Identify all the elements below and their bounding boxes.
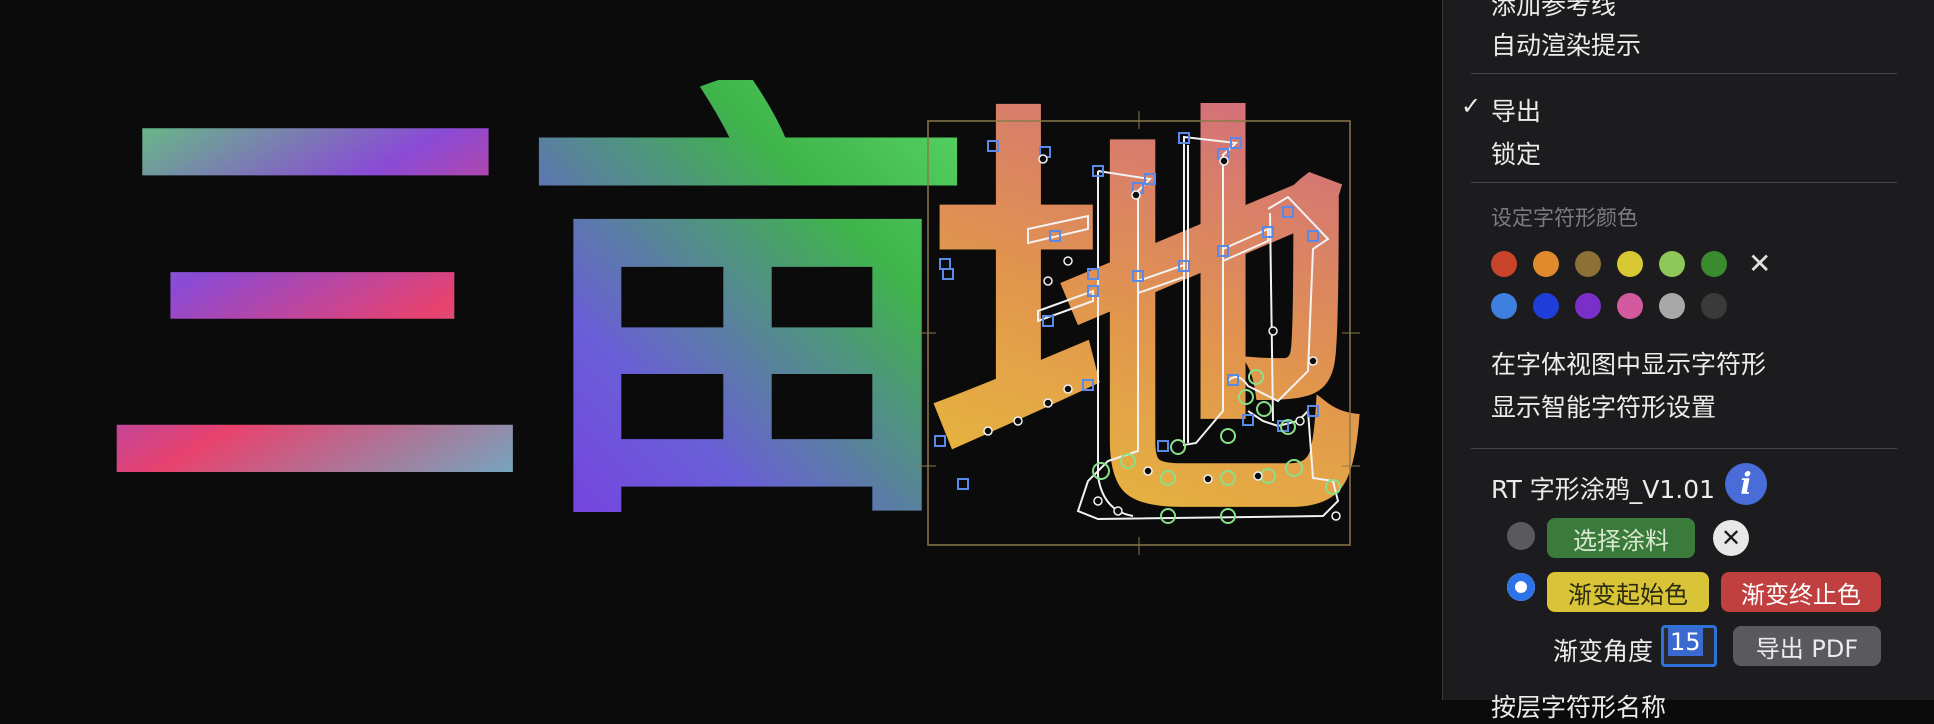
glyph-editor-box[interactable]: 地 bbox=[918, 103, 1368, 555]
gradient-end-button[interactable]: 渐变终止色 bbox=[1721, 572, 1881, 612]
context-menu: 添加参考线 自动渲染提示 ✓ 导出 锁定 设定字符形颜色 ✕ 在字体视图中显示字… bbox=[1442, 0, 1934, 722]
color-swatch[interactable] bbox=[1575, 251, 1601, 277]
clear-color-icon[interactable]: ✕ bbox=[1748, 247, 1772, 280]
plugin-title: RT 字形涂鸦_V1.01 bbox=[1491, 475, 1716, 504]
menu-separator bbox=[1471, 73, 1897, 74]
menu-separator bbox=[1471, 182, 1897, 183]
gradient-start-button[interactable]: 渐变起始色 bbox=[1547, 572, 1709, 612]
glyph-san[interactable]: 三 bbox=[95, 54, 535, 566]
color-swatch[interactable] bbox=[1701, 251, 1727, 277]
menu-item-add-guides[interactable]: 添加参考线 bbox=[1491, 0, 1617, 20]
clear-paint-icon[interactable]: ✕ bbox=[1713, 520, 1749, 556]
outline-overlay bbox=[918, 111, 1360, 555]
color-swatch[interactable] bbox=[1617, 251, 1643, 277]
menu-item-cut-off[interactable]: 按层字符形名称 bbox=[1491, 693, 1667, 722]
color-swatch[interactable] bbox=[1575, 293, 1601, 319]
menu-item-auto-render-hints[interactable]: 自动渲染提示 bbox=[1491, 31, 1642, 60]
section-header-glyph-color: 设定字符形颜色 bbox=[1491, 206, 1638, 230]
radio-paint[interactable] bbox=[1507, 522, 1535, 550]
menu-separator bbox=[1471, 448, 1897, 449]
color-swatch[interactable] bbox=[1533, 251, 1559, 277]
info-icon[interactable]: i bbox=[1725, 463, 1767, 505]
menu-item-export[interactable]: 导出 bbox=[1491, 97, 1542, 126]
radio-gradient[interactable] bbox=[1507, 573, 1535, 601]
color-swatch[interactable] bbox=[1533, 293, 1559, 319]
export-pdf-button[interactable]: 导出 PDF bbox=[1733, 626, 1881, 666]
checkmark-icon: ✓ bbox=[1461, 92, 1482, 120]
color-swatch[interactable] bbox=[1491, 293, 1517, 319]
color-swatch[interactable] bbox=[1701, 293, 1727, 319]
select-paint-button[interactable]: 选择涂料 bbox=[1547, 518, 1695, 558]
gradient-angle-input[interactable]: 15 bbox=[1661, 625, 1717, 667]
color-swatch[interactable] bbox=[1659, 251, 1685, 277]
glyph-canvas[interactable]: 三 亩 地 bbox=[0, 0, 1440, 700]
menu-item-smart-glyph-settings[interactable]: 显示智能字符形设置 bbox=[1491, 393, 1717, 422]
color-swatch[interactable] bbox=[1491, 251, 1517, 277]
menu-item-show-in-font-view[interactable]: 在字体视图中显示字符形 bbox=[1491, 350, 1767, 379]
glyph-mu[interactable]: 亩 bbox=[518, 42, 978, 577]
menu-item-lock[interactable]: 锁定 bbox=[1491, 140, 1542, 169]
color-swatch[interactable] bbox=[1659, 293, 1685, 319]
color-swatch[interactable] bbox=[1617, 293, 1643, 319]
gradient-angle-label: 渐变角度 bbox=[1553, 637, 1654, 666]
